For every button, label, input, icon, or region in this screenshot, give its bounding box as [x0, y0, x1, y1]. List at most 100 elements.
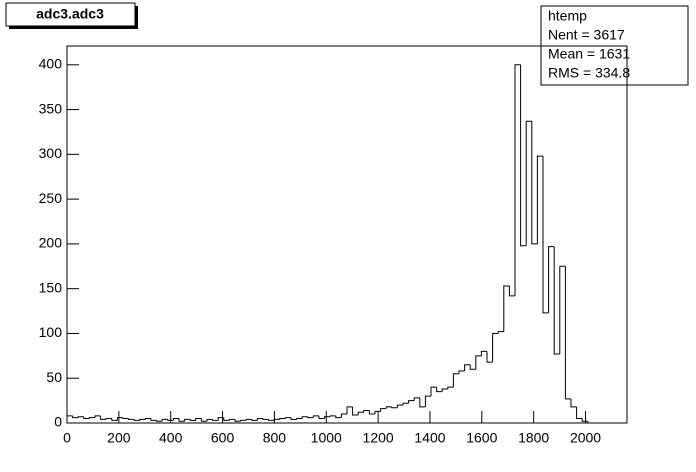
y-tick-label: 50 [46, 369, 62, 385]
x-tick-label: 1400 [414, 430, 445, 446]
histogram-bin [116, 417, 123, 421]
histogram-bin [452, 373, 459, 388]
histogram-bin [536, 155, 543, 244]
histogram-bin [564, 266, 571, 400]
histogram-bin [548, 246, 555, 313]
histogram-bin [83, 416, 90, 420]
x-tick-label: 1000 [311, 430, 342, 446]
histogram-bin [380, 408, 387, 412]
y-tick-label: 150 [39, 279, 63, 295]
histogram-bin [324, 416, 331, 419]
histogram-bin [206, 418, 213, 422]
histogram-bin [256, 418, 263, 421]
stats-entry: RMS = 334.8 [548, 65, 630, 81]
y-tick-label: 350 [39, 100, 63, 116]
histogram-bin [475, 355, 482, 370]
histogram-bin [178, 418, 185, 422]
histogram-bin [357, 411, 364, 415]
histogram-bin [436, 387, 443, 393]
histogram-bin [296, 418, 303, 420]
histogram-bin [301, 416, 308, 419]
histogram-bin [312, 415, 319, 418]
histogram-bin [223, 417, 230, 421]
histogram-bin [587, 421, 594, 424]
histogram-bin [150, 418, 157, 421]
histogram-bin [273, 418, 280, 421]
histogram-bin [268, 419, 275, 421]
histogram-bin [329, 415, 336, 417]
histogram-bin [72, 415, 79, 419]
y-tick-label: 100 [39, 324, 63, 340]
histogram-bin [167, 419, 174, 421]
histogram-bin [217, 417, 224, 421]
histogram-bin [363, 409, 370, 413]
histogram-bin [240, 419, 247, 422]
histogram-bin [464, 364, 471, 372]
histogram-bin [385, 406, 392, 409]
histogram-bin [553, 246, 560, 355]
histogram-bin [368, 410, 375, 415]
histogram-bin [195, 418, 202, 421]
histogram-bin [396, 404, 403, 408]
chart-title: adc3.adc3 [36, 6, 104, 22]
histogram-bin [346, 406, 353, 415]
y-tick-label: 250 [39, 190, 63, 206]
histogram-bin [335, 415, 342, 419]
histogram-bin [469, 364, 476, 370]
histogram-bin [430, 386, 437, 397]
histogram-bin [514, 64, 521, 296]
histogram-bin [508, 285, 515, 297]
x-tick-label: 400 [159, 430, 183, 446]
histogram-bin [503, 285, 510, 332]
histogram-bin [520, 64, 527, 247]
y-tick-label: 400 [39, 56, 63, 72]
histogram-bin [374, 410, 381, 415]
stats-name: htemp [548, 8, 587, 24]
histogram-bin [424, 395, 431, 407]
histogram-bin [497, 331, 504, 334]
histogram-bin [492, 332, 499, 363]
histogram-bin [144, 418, 151, 420]
x-tick-label: 600 [211, 430, 235, 446]
histogram-bin [139, 418, 146, 421]
histogram-bin [441, 388, 448, 392]
histogram-bin [576, 406, 583, 420]
x-tick-label: 1200 [363, 430, 394, 446]
histogram-bin [458, 370, 465, 374]
histogram-bin [486, 351, 493, 363]
histogram-bin [402, 402, 409, 406]
histogram-bin [66, 415, 73, 423]
histogram-bin [352, 406, 359, 416]
histogram-bin [184, 418, 191, 422]
histogram-bin [212, 419, 219, 421]
histogram-bin [234, 419, 241, 422]
histogram-bin [262, 418, 269, 420]
x-tick-label: 1800 [518, 430, 549, 446]
stats-entry: Nent = 3617 [548, 27, 625, 43]
histogram-bin [279, 418, 286, 420]
histogram-bin [480, 350, 487, 356]
histogram-bin [581, 418, 588, 422]
x-tick-label: 800 [263, 430, 287, 446]
histogram-bin [307, 416, 314, 419]
histogram-bin [122, 417, 129, 420]
histogram-bin [228, 418, 235, 421]
histogram-bin [559, 265, 566, 355]
x-tick-label: 1600 [466, 430, 497, 446]
title-box [5, 2, 136, 27]
histogram-bin [447, 386, 454, 389]
histogram-bin [245, 418, 252, 421]
histogram-bin [156, 420, 163, 422]
histogram-bin [318, 415, 325, 420]
histogram-bin [105, 418, 112, 420]
histogram-bin [408, 400, 415, 404]
histogram-bin [525, 120, 532, 246]
histogram-bin [100, 415, 107, 420]
histogram-bin [77, 416, 84, 418]
histogram-bin [111, 418, 118, 421]
histogram-bin [391, 406, 398, 409]
histogram-bin [189, 419, 196, 421]
x-tick-label: 200 [107, 430, 131, 446]
histogram-bin [413, 397, 420, 401]
histogram-bin [340, 413, 347, 418]
